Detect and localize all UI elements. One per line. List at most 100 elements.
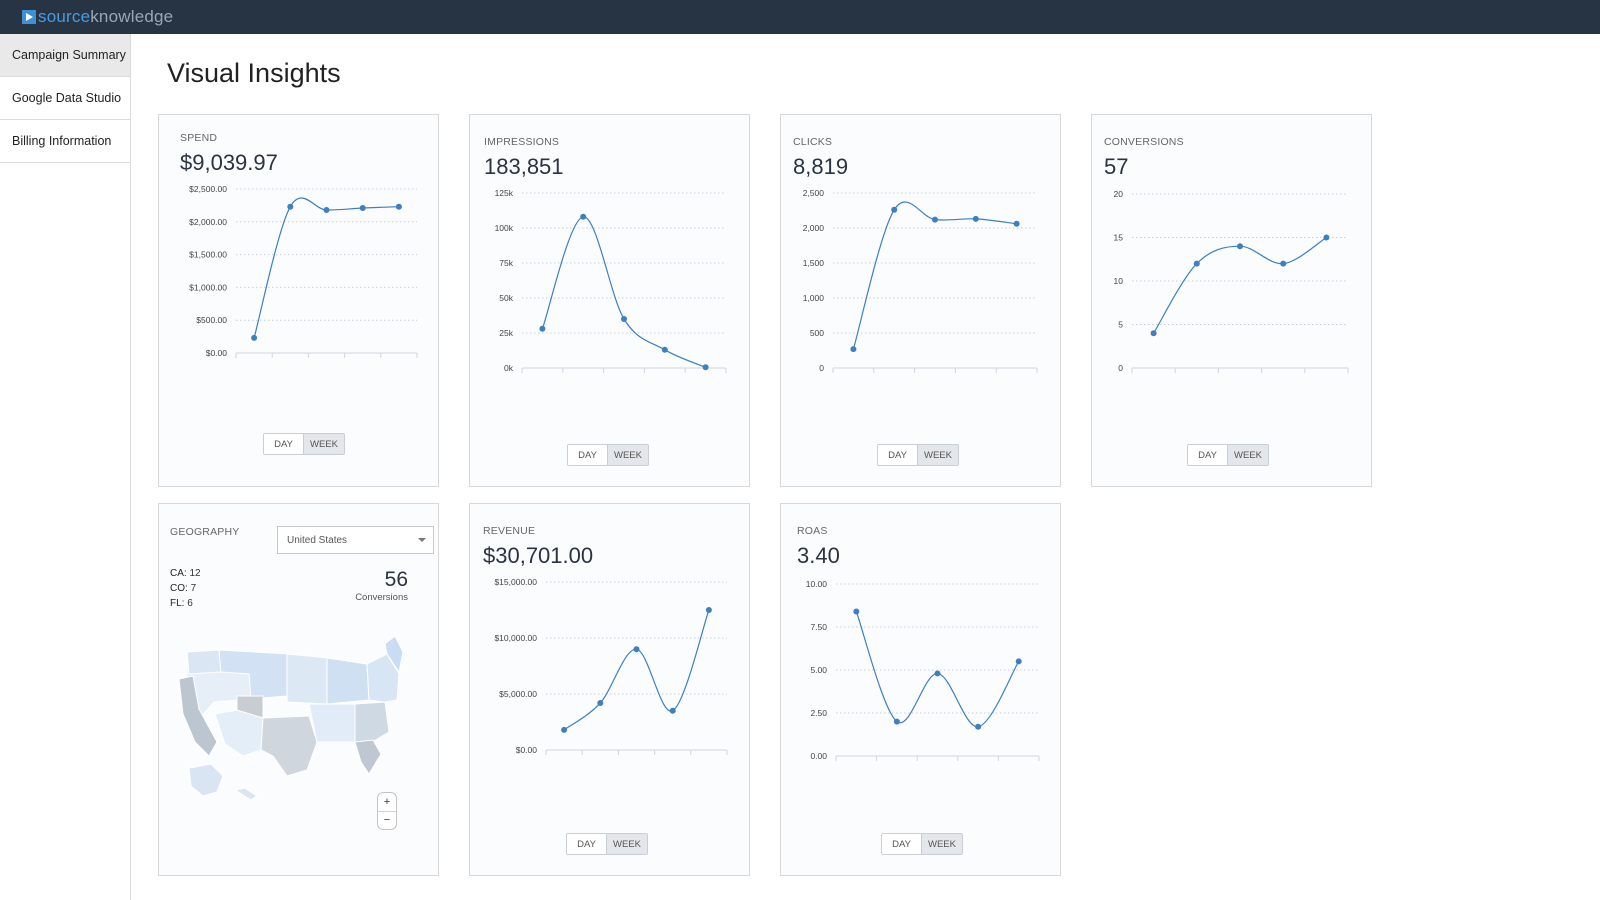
spend-card: SPEND $9,039.97 $2,500.00 $2,000.00 $1,500… bbox=[158, 114, 439, 487]
revenue-week-button[interactable]: WEEK bbox=[607, 834, 647, 854]
map-region-alaska bbox=[188, 763, 224, 797]
revenue-card: REVENUE $30,701.00 $15,000.00 $10,000.00 $… bbox=[469, 503, 750, 876]
data-point bbox=[702, 364, 709, 371]
us-map[interactable] bbox=[159, 504, 440, 877]
y-tick-label: 50k bbox=[499, 293, 513, 303]
country-select[interactable]: United States bbox=[277, 526, 434, 554]
data-point bbox=[932, 216, 938, 223]
data-point bbox=[633, 646, 640, 653]
data-point bbox=[850, 346, 857, 353]
y-tick-label: 5.00 bbox=[810, 665, 827, 675]
geo-state-ca: CA: 12 bbox=[170, 568, 201, 579]
geo-state-fl: FL: 6 bbox=[170, 598, 193, 609]
impressions-value: 183,851 bbox=[484, 154, 564, 179]
geo-state-count: 12 bbox=[189, 568, 201, 579]
data-point bbox=[539, 325, 546, 332]
y-tick-label: 2,000 bbox=[803, 223, 825, 233]
data-point bbox=[580, 213, 587, 220]
roas-week-button[interactable]: WEEK bbox=[922, 834, 962, 854]
map-region-florida bbox=[354, 739, 382, 775]
sidebar-item-campaign-summary[interactable]: Campaign Summary bbox=[0, 34, 130, 77]
sidebar-item-google-data-studio[interactable]: Google Data Studio bbox=[0, 77, 130, 120]
revenue-value: $30,701.00 bbox=[483, 543, 594, 568]
roas-label: ROAS bbox=[797, 525, 828, 537]
revenue-chart: $15,000.00 $10,000.00 $5,000.00 $0.00 bbox=[494, 577, 728, 755]
geo-state-count: 7 bbox=[190, 583, 197, 594]
map-region-texas bbox=[260, 715, 318, 777]
spend-period-toggle: DAY WEEK bbox=[263, 433, 345, 455]
y-tick-label: 0 bbox=[819, 363, 824, 373]
geo-total-conversions: 56 bbox=[384, 568, 408, 591]
data-point bbox=[661, 346, 668, 353]
y-tick-label: 7.50 bbox=[810, 622, 827, 632]
series-line bbox=[1153, 236, 1327, 334]
data-point bbox=[597, 699, 604, 706]
y-tick-label: $0.00 bbox=[516, 745, 538, 755]
data-point bbox=[1280, 260, 1287, 267]
roas-chart: 10.00 7.50 5.00 2.50 0.00 bbox=[806, 579, 1040, 761]
series-line bbox=[541, 216, 706, 368]
clicks-day-button[interactable]: DAY bbox=[878, 445, 918, 465]
revenue-day-button[interactable]: DAY bbox=[567, 834, 607, 854]
y-tick-label: $5,000.00 bbox=[499, 689, 537, 699]
clicks-week-button[interactable]: WEEK bbox=[918, 445, 958, 465]
y-tick-label: 15 bbox=[1114, 233, 1124, 243]
y-tick-label: $2,500.00 bbox=[189, 184, 227, 194]
data-point bbox=[1323, 234, 1330, 241]
data-point bbox=[1150, 330, 1157, 337]
y-tick-label: 100k bbox=[495, 223, 514, 233]
geography-label: GEOGRAPHY bbox=[170, 526, 240, 538]
y-tick-label: 2,500 bbox=[803, 188, 825, 198]
map-region-hawaii bbox=[233, 787, 258, 801]
roas-day-button[interactable]: DAY bbox=[882, 834, 922, 854]
data-point bbox=[251, 334, 258, 341]
play-logo-icon bbox=[22, 10, 36, 24]
roas-value: 3.40 bbox=[797, 543, 840, 568]
impressions-day-button[interactable]: DAY bbox=[568, 445, 608, 465]
zoom-in-button[interactable]: + bbox=[378, 793, 396, 812]
map-zoom-control: + − bbox=[377, 792, 397, 830]
data-point bbox=[395, 203, 402, 210]
data-point bbox=[561, 726, 568, 733]
zoom-out-button[interactable]: − bbox=[383, 814, 391, 827]
conversions-value: 57 bbox=[1104, 154, 1129, 179]
conversions-week-button[interactable]: WEEK bbox=[1228, 445, 1268, 465]
y-tick-label: $10,000.00 bbox=[494, 633, 537, 643]
series-line bbox=[563, 609, 710, 731]
impressions-period-toggle: DAY WEEK bbox=[567, 444, 649, 466]
map-region-northeast bbox=[384, 635, 404, 674]
data-point bbox=[934, 670, 941, 677]
spend-day-button[interactable]: DAY bbox=[264, 434, 304, 454]
map-region-northwest bbox=[186, 649, 222, 675]
data-point bbox=[1193, 260, 1200, 267]
series-line bbox=[253, 197, 399, 339]
y-tick-label: 0 bbox=[1118, 363, 1123, 373]
geo-state-code: CO: bbox=[170, 583, 188, 594]
spend-week-button[interactable]: WEEK bbox=[304, 434, 344, 454]
y-tick-label: 500 bbox=[810, 328, 824, 338]
data-point bbox=[287, 203, 294, 210]
y-tick-label: 0.00 bbox=[810, 751, 827, 761]
sidebar-item-billing-information[interactable]: Billing Information bbox=[0, 120, 130, 163]
geo-total-label: Conversions bbox=[355, 592, 408, 603]
roas-period-toggle: DAY WEEK bbox=[881, 833, 963, 855]
y-tick-label: 5 bbox=[1118, 320, 1123, 330]
series-line bbox=[852, 201, 1017, 350]
data-point bbox=[1013, 220, 1020, 227]
data-point bbox=[359, 205, 366, 212]
y-tick-label: $1,500.00 bbox=[189, 250, 227, 260]
brand-logo[interactable]: source knowledge bbox=[22, 7, 173, 27]
roas-card: ROAS 3.40 10.00 7.50 5.00 2.50 0.00 DAY WEEK bbox=[780, 503, 1061, 876]
data-point bbox=[1015, 658, 1022, 665]
y-tick-label: $2,000.00 bbox=[189, 217, 227, 227]
conversions-day-button[interactable]: DAY bbox=[1188, 445, 1228, 465]
spend-label: SPEND bbox=[180, 132, 218, 144]
clicks-chart: 2,500 2,000 1,500 1,000 500 0 bbox=[803, 188, 1038, 373]
clicks-card: CLICKS 8,819 2,500 2,000 1,500 1,000 500 0 DA… bbox=[780, 114, 1061, 487]
y-tick-label: $500.00 bbox=[196, 315, 227, 325]
y-tick-label: 125k bbox=[495, 188, 514, 198]
data-point bbox=[975, 723, 982, 730]
y-tick-label: $15,000.00 bbox=[494, 577, 537, 587]
impressions-week-button[interactable]: WEEK bbox=[608, 445, 648, 465]
y-tick-label: $0.00 bbox=[206, 348, 228, 358]
